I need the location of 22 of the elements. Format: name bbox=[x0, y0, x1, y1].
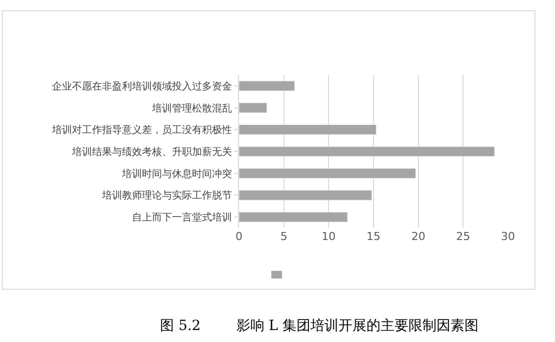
text: 图 5.2 影响 L 集团培训开展的主要限制因素图 bbox=[160, 318, 479, 334]
y-tick-label: 企业不愿在非盈利培训领域投入过多资金 bbox=[52, 80, 232, 92]
bar bbox=[239, 102, 268, 113]
x-tick-label: 30 bbox=[501, 230, 515, 243]
x-tick-label: 20 bbox=[411, 230, 426, 243]
bar bbox=[239, 80, 295, 92]
y-tick-label: 培训时间与休息时间冲突 bbox=[121, 168, 232, 180]
y-tick-label: 培训管理松散混乱 bbox=[151, 102, 232, 114]
y-tick-label: 自上而下一言堂式培训 bbox=[132, 212, 232, 224]
y-tick-label: 培训对工作指导意义差，员工没有积极性 bbox=[51, 124, 232, 136]
x-tick-label: 5 bbox=[280, 230, 288, 243]
x-tick-label: 10 bbox=[322, 230, 336, 243]
bar bbox=[239, 168, 416, 179]
bar bbox=[239, 146, 495, 157]
bar bbox=[239, 124, 376, 135]
bar bbox=[239, 212, 348, 222]
x-tick-label: 15 bbox=[366, 230, 380, 243]
x-tick-label: 0 bbox=[236, 230, 242, 243]
y-tick-label: 培训结果与绩效考核、升职加薪无关 bbox=[71, 146, 232, 158]
bar bbox=[239, 190, 372, 200]
x-tick-label: 25 bbox=[456, 230, 470, 243]
y-tick-label: 培训教师理论与实际工作脱节 bbox=[101, 190, 232, 202]
